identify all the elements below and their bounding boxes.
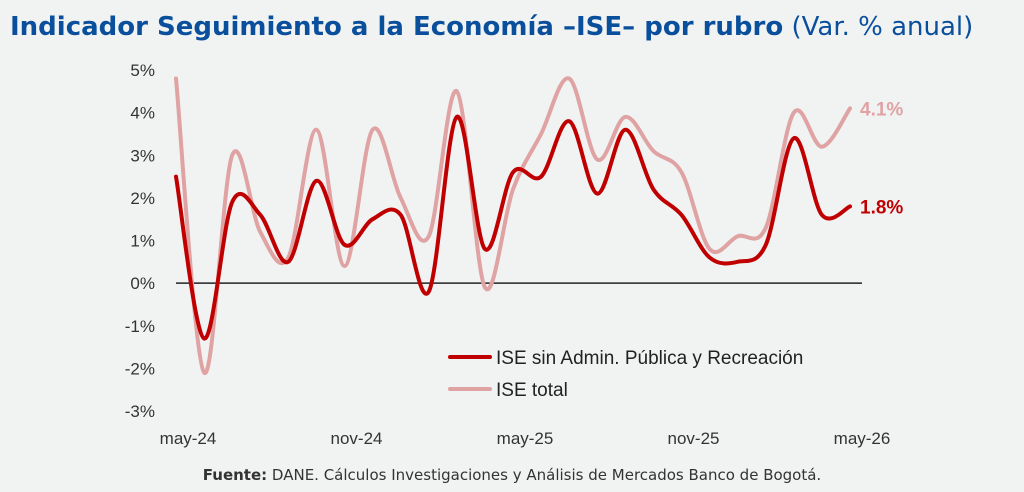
x-tick-label: may-26 [834,429,891,448]
chart-title: Indicador Seguimiento a la Economía –ISE… [10,12,973,42]
x-tick-label: nov-25 [668,429,720,448]
end-label-0: 1.8% [860,197,903,218]
y-tick-label: -2% [125,359,155,378]
source-note: Fuente: DANE. Cálculos Investigaciones y… [0,466,1024,484]
legend-label-1: ISE total [496,380,568,401]
source-lead: Fuente: [202,466,268,484]
y-axis-ticks: -3% -2% -1% 0% 1% 2% 3% 4% 5% [125,61,155,421]
series-layer [174,76,852,375]
series-line-1 [174,76,852,375]
series-line-0 [174,114,852,341]
x-tick-label: nov-24 [331,429,383,448]
y-tick-label: 2% [130,189,155,208]
legend-label-0: ISE sin Admin. Pública y Recreación [496,348,803,369]
end-labels: 4.1% 1.8% [860,99,903,218]
chart-title-main: Indicador Seguimiento a la Economía –ISE… [10,12,784,42]
y-tick-label: 4% [130,104,155,123]
legend: ISE sin Admin. Pública y Recreación ISE t… [448,348,803,401]
y-tick-label: 3% [130,146,155,165]
source-text: DANE. Cálculos Investigaciones y Análisi… [267,466,822,484]
x-tick-label: may-24 [160,429,217,448]
y-tick-label: -1% [125,317,155,336]
x-tick-label: may-25 [497,429,554,448]
y-tick-label: 0% [130,274,155,293]
end-label-1: 4.1% [860,99,903,120]
y-tick-label: 5% [130,61,155,80]
y-tick-label: 1% [130,232,155,251]
chart-title-sub: (Var. % anual) [791,12,974,42]
x-axis-ticks: may-24 nov-24 may-25 nov-25 may-26 [160,429,891,448]
y-tick-label: -3% [125,402,155,421]
